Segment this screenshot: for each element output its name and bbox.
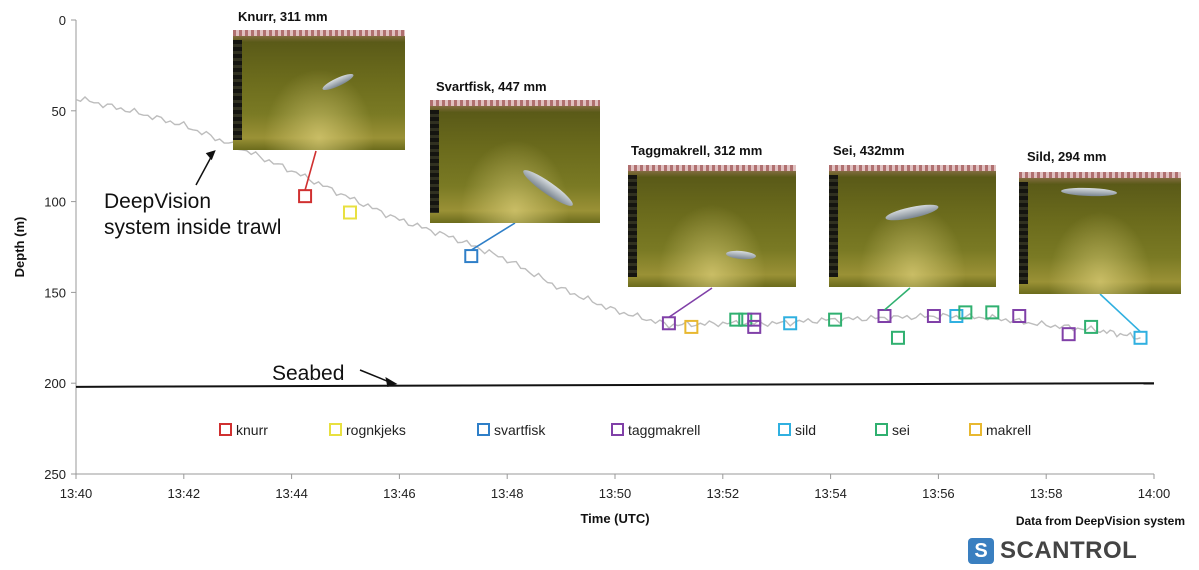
x-tick-label: 13:54: [814, 486, 847, 501]
x-tick-label: 13:42: [168, 486, 201, 501]
detection-marker-makrell: [684, 319, 699, 334]
detection-marker-sild: [783, 316, 798, 331]
photo-pointer-knurr: [304, 150, 317, 191]
x-tick-label: 13:56: [922, 486, 955, 501]
annotation-deepvision-arrowhead: [205, 150, 216, 161]
annotation-seabed: Seabed: [272, 362, 344, 385]
trawl-depth-line: [75, 96, 1141, 340]
detection-marker-sei: [738, 312, 753, 327]
legend-marker-makrell: [969, 423, 982, 436]
photo-svartfisk-image: [430, 100, 600, 223]
scantrol-logo: SCANTROL: [968, 537, 1137, 565]
legend-label-knurr: knurr: [236, 422, 268, 438]
y-tick-label: 0: [59, 13, 66, 28]
seabed-line: [75, 382, 1155, 388]
x-tick-label: 13:46: [383, 486, 416, 501]
photo-pointer-taggmakrell: [668, 287, 713, 318]
y-tick-label: 250: [44, 467, 66, 482]
y-axis-label: Depth (m): [12, 217, 27, 278]
annotation-seabed-arrow: [359, 369, 390, 383]
detection-marker-sei: [985, 305, 1000, 320]
legend-marker-svartfisk: [477, 423, 490, 436]
photo-pointer-svartfisk: [470, 222, 516, 251]
detection-marker-svartfisk: [464, 249, 479, 264]
detection-marker-knurr: [298, 189, 313, 204]
photo-sild-image: [1019, 172, 1181, 294]
legend-label-sei: sei: [892, 422, 910, 438]
detection-marker-rognkjeks: [342, 205, 357, 220]
legend-marker-knurr: [219, 423, 232, 436]
fish-sei: [884, 201, 940, 224]
photo-sild: [1019, 172, 1181, 294]
x-tick-label: 13:44: [275, 486, 308, 501]
y-tick-label: 50: [52, 104, 66, 119]
detection-marker-taggmakrell: [1012, 309, 1027, 324]
photo-pointer-sild: [1099, 293, 1142, 333]
x-tick-label: 13:50: [599, 486, 632, 501]
fish-taggmakrell: [725, 249, 757, 261]
photo-taggmakrell: [628, 165, 796, 287]
scantrol-logo-text: SCANTROL: [1000, 537, 1138, 564]
photo-taggmakrell-caption: Taggmakrell, 312 mm: [631, 143, 763, 158]
x-tick-label: 13:58: [1030, 486, 1063, 501]
y-tick-label: 100: [44, 195, 66, 210]
legend-label-taggmakrell: taggmakrell: [628, 422, 700, 438]
detection-marker-taggmakrell: [747, 312, 762, 327]
annotation-deepvision-line: DeepVision: [104, 190, 211, 213]
photo-knurr-image: [233, 30, 405, 150]
photo-sei: [829, 165, 996, 287]
annotation-deepvision-line: system inside trawl: [104, 216, 281, 239]
detection-marker-taggmakrell: [1061, 327, 1076, 342]
legend-label-svartfisk: svartfisk: [494, 422, 546, 438]
x-tick-label: 13:40: [60, 486, 93, 501]
scantrol-logo-icon: [968, 538, 994, 564]
legend-label-makrell: makrell: [986, 422, 1031, 438]
photo-sei-caption: Sei, 432mm: [833, 143, 905, 158]
legend-marker-sei: [875, 423, 888, 436]
x-tick-label: 13:52: [707, 486, 740, 501]
photo-sild-caption: Sild, 294 mm: [1027, 149, 1107, 164]
photo-knurr: [233, 30, 405, 150]
photo-sei-image: [829, 165, 996, 287]
photo-svartfisk-caption: Svartfisk, 447 mm: [436, 79, 547, 94]
legend-marker-rognkjeks: [329, 423, 342, 436]
detection-marker-sei: [729, 312, 744, 327]
detection-marker-sei: [890, 330, 905, 345]
fish-svartfisk: [519, 165, 577, 211]
fish-sild: [1060, 187, 1118, 197]
photo-knurr-caption: Knurr, 311 mm: [238, 9, 328, 24]
detection-marker-sild: [949, 309, 964, 324]
x-tick-label: 14:00: [1138, 486, 1171, 501]
data-credit: Data from DeepVision system: [1015, 514, 1185, 528]
photo-pointer-sei: [883, 287, 911, 311]
legend-label-rognkjeks: rognkjeks: [346, 422, 406, 438]
legend-label-sild: sild: [795, 422, 816, 438]
detection-marker-sei: [828, 312, 843, 327]
legend-marker-taggmakrell: [611, 423, 624, 436]
fish-knurr: [320, 71, 356, 93]
photo-taggmakrell-image: [628, 165, 796, 287]
x-tick-label: 13:48: [491, 486, 524, 501]
detection-marker-taggmakrell: [926, 309, 941, 324]
detection-marker-sild: [1133, 330, 1148, 345]
annotation-seabed-arrowhead: [385, 377, 398, 388]
detection-marker-sei: [958, 305, 973, 320]
detection-marker-sei: [1084, 319, 1099, 334]
detection-marker-taggmakrell: [747, 319, 762, 334]
y-tick-label: 200: [44, 376, 66, 391]
x-axis-label: Time (UTC): [580, 511, 649, 526]
legend-marker-sild: [778, 423, 791, 436]
y-tick-label: 150: [44, 285, 66, 300]
photo-svartfisk: [430, 100, 600, 223]
